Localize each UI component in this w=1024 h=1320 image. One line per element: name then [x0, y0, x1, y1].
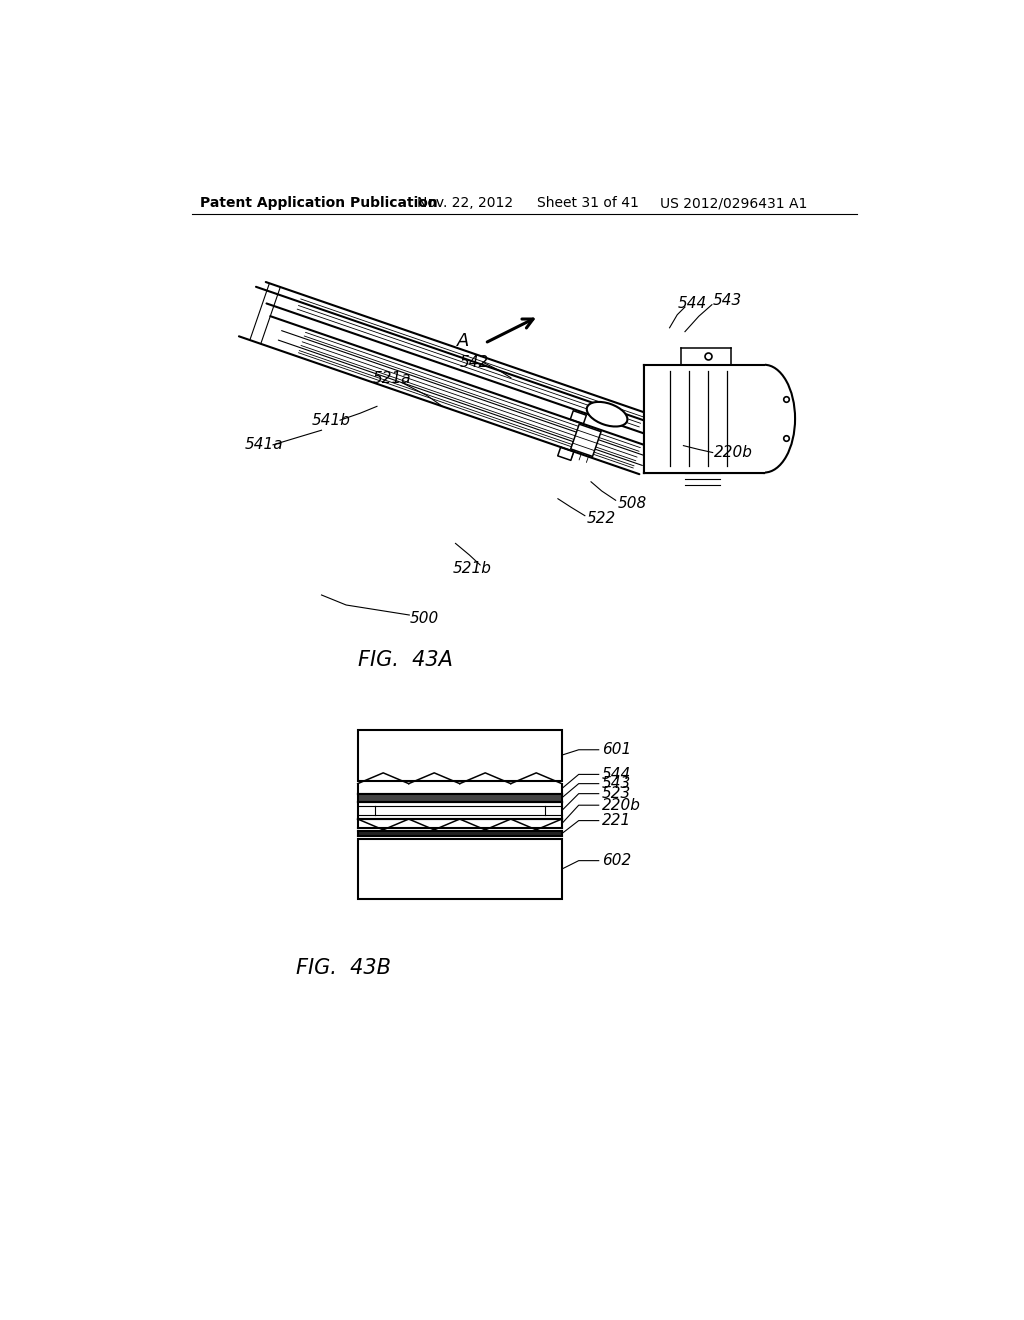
Polygon shape [570, 424, 601, 457]
Bar [357, 793, 562, 803]
Text: 521b: 521b [453, 561, 492, 576]
Text: 521a: 521a [373, 371, 411, 387]
Bar [357, 840, 562, 899]
Text: US 2012/0296431 A1: US 2012/0296431 A1 [660, 197, 808, 210]
Text: 542: 542 [460, 355, 489, 370]
Text: 500: 500 [410, 611, 438, 626]
Ellipse shape [587, 401, 628, 426]
Bar [643, 363, 765, 474]
Bar [357, 730, 562, 780]
Text: 220b: 220b [714, 445, 753, 461]
Text: 543: 543 [713, 293, 742, 309]
Text: 220b: 220b [602, 797, 641, 813]
Text: 221: 221 [602, 813, 631, 828]
Text: Nov. 22, 2012: Nov. 22, 2012 [417, 197, 513, 210]
Text: 544: 544 [677, 296, 707, 310]
Text: 522: 522 [587, 511, 615, 527]
Text: Patent Application Publication: Patent Application Publication [200, 197, 437, 210]
Bar [644, 364, 764, 473]
Text: 544: 544 [602, 767, 631, 781]
Text: A: A [457, 331, 469, 350]
Ellipse shape [733, 364, 795, 473]
Text: 541a: 541a [245, 437, 284, 453]
Text: 601: 601 [602, 742, 631, 758]
Text: Sheet 31 of 41: Sheet 31 of 41 [538, 197, 639, 210]
Text: 541b: 541b [311, 413, 350, 428]
Text: 543: 543 [602, 776, 631, 791]
Text: 508: 508 [617, 496, 646, 511]
Text: FIG.  43A: FIG. 43A [357, 651, 453, 671]
Bar [357, 832, 562, 836]
Text: FIG.  43B: FIG. 43B [296, 958, 391, 978]
Text: 523: 523 [602, 787, 631, 801]
Text: 602: 602 [602, 853, 631, 869]
